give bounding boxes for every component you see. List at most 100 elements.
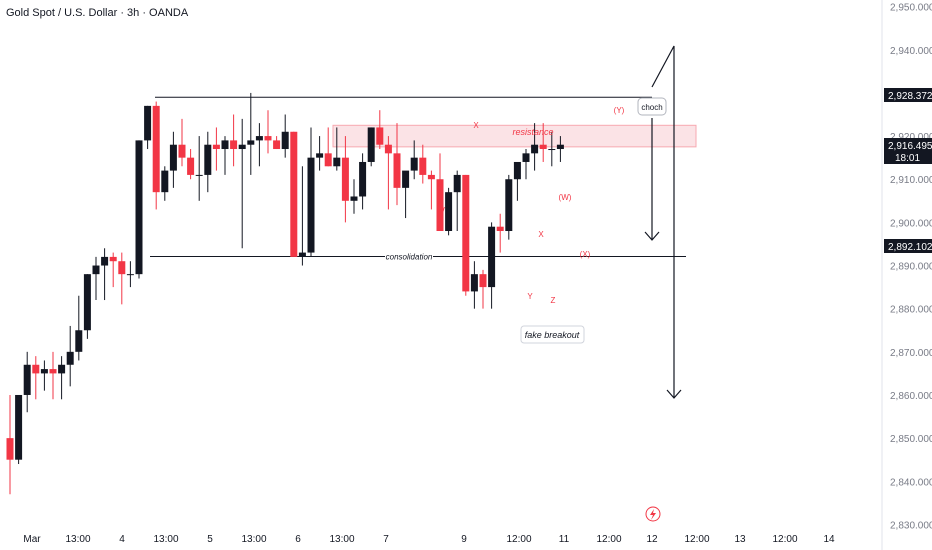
x-tick-label: 9 (461, 534, 467, 545)
candle (539, 123, 547, 162)
candle (367, 127, 375, 167)
candles (6, 92, 564, 495)
x-tick-label: 12 (646, 534, 658, 545)
x-tick-label: 4 (119, 534, 125, 545)
x-tick-label: 12:00 (684, 534, 709, 545)
candle (341, 136, 349, 223)
candle (496, 213, 504, 253)
candle-body (470, 274, 478, 292)
candle-body (453, 174, 461, 193)
x-tick-label: 13:00 (153, 534, 178, 545)
wave-label: X (473, 121, 479, 130)
x-tick-label: 6 (295, 534, 301, 545)
candle (161, 166, 169, 201)
wave-label: W (437, 206, 445, 215)
candle-body (505, 179, 513, 232)
candle-body (479, 274, 487, 288)
candle-body (384, 144, 392, 154)
candle (298, 166, 306, 266)
candle-body (333, 157, 341, 167)
candle (316, 136, 324, 171)
x-tick-label: 12:00 (506, 534, 531, 545)
candle (187, 149, 195, 180)
candle-body (273, 140, 281, 150)
candle-body (522, 153, 530, 162)
candle-body (359, 161, 367, 197)
price-label-current: 2,916.495 (888, 141, 932, 152)
price-label-top: 2,928.372 (888, 91, 932, 102)
consolidation-label: consolidation (386, 252, 433, 261)
candle (75, 295, 83, 361)
price-badge-bottom (884, 239, 932, 253)
candle-body (6, 438, 14, 460)
candle (522, 149, 530, 180)
wave-label: Y (527, 292, 533, 301)
fake-breakout-box (520, 325, 585, 344)
candle (556, 136, 564, 162)
candle-body (204, 144, 212, 175)
candle (32, 356, 40, 400)
choch-box (637, 97, 667, 116)
short-arrow-head (644, 231, 660, 241)
candle (402, 170, 410, 219)
candle (427, 170, 435, 210)
candle-body (212, 144, 220, 150)
candle-body (58, 364, 66, 374)
x-tick-label: 11 (559, 534, 570, 545)
candle-body (101, 256, 109, 266)
candle (513, 161, 521, 201)
candle-body (436, 179, 444, 232)
candle (436, 153, 444, 232)
candle (23, 351, 31, 413)
candle-body (350, 196, 358, 201)
candle (531, 123, 539, 171)
candle-body (496, 226, 504, 232)
candle (479, 269, 487, 309)
candle (144, 105, 152, 150)
wave-label: (Y) (614, 106, 625, 115)
candle (169, 131, 177, 188)
candle-body (419, 157, 427, 175)
candle (410, 140, 418, 180)
x-tick-label: 14 (823, 534, 835, 545)
wave-label: Z (551, 296, 556, 305)
candle (101, 248, 109, 301)
candle-body (376, 127, 384, 145)
candle-body (15, 394, 23, 460)
candle (505, 174, 513, 240)
lightning-bolt (650, 509, 656, 520)
candle (118, 252, 126, 305)
candle (195, 136, 203, 201)
candle (384, 136, 392, 210)
candle (204, 131, 212, 193)
candle-body (427, 174, 435, 180)
candle-body (298, 252, 306, 257)
long-arrow-head (666, 389, 682, 399)
candle-body (195, 174, 203, 176)
y-tick-label: 2,890.000 (890, 262, 932, 273)
candle-body (75, 330, 83, 352)
y-tick-label: 2,860.000 (890, 391, 932, 402)
candle-body (49, 369, 57, 374)
wave-label: (W) (559, 193, 572, 202)
candle-body (40, 369, 48, 374)
candle (221, 136, 229, 175)
candle-body (281, 131, 289, 150)
candle-body (118, 261, 126, 275)
x-tick-label: 13:00 (241, 534, 266, 545)
y-tick-label: 2,950.000 (890, 3, 932, 14)
candle-body (92, 265, 100, 275)
candle-body (341, 157, 349, 201)
y-tick-label: 2,900.000 (890, 218, 932, 229)
candle-body (32, 364, 40, 374)
candle (453, 170, 461, 232)
candle-body (393, 153, 401, 188)
candle-body (264, 136, 272, 141)
x-tick-label: 13:00 (65, 534, 90, 545)
price-badge-top (884, 88, 932, 102)
y-tick-label: 2,850.000 (890, 434, 932, 445)
y-axis: 2,830.000 2,840.000 2,850.000 2,860.000 2,87… (881, 0, 932, 550)
candle (109, 252, 117, 288)
